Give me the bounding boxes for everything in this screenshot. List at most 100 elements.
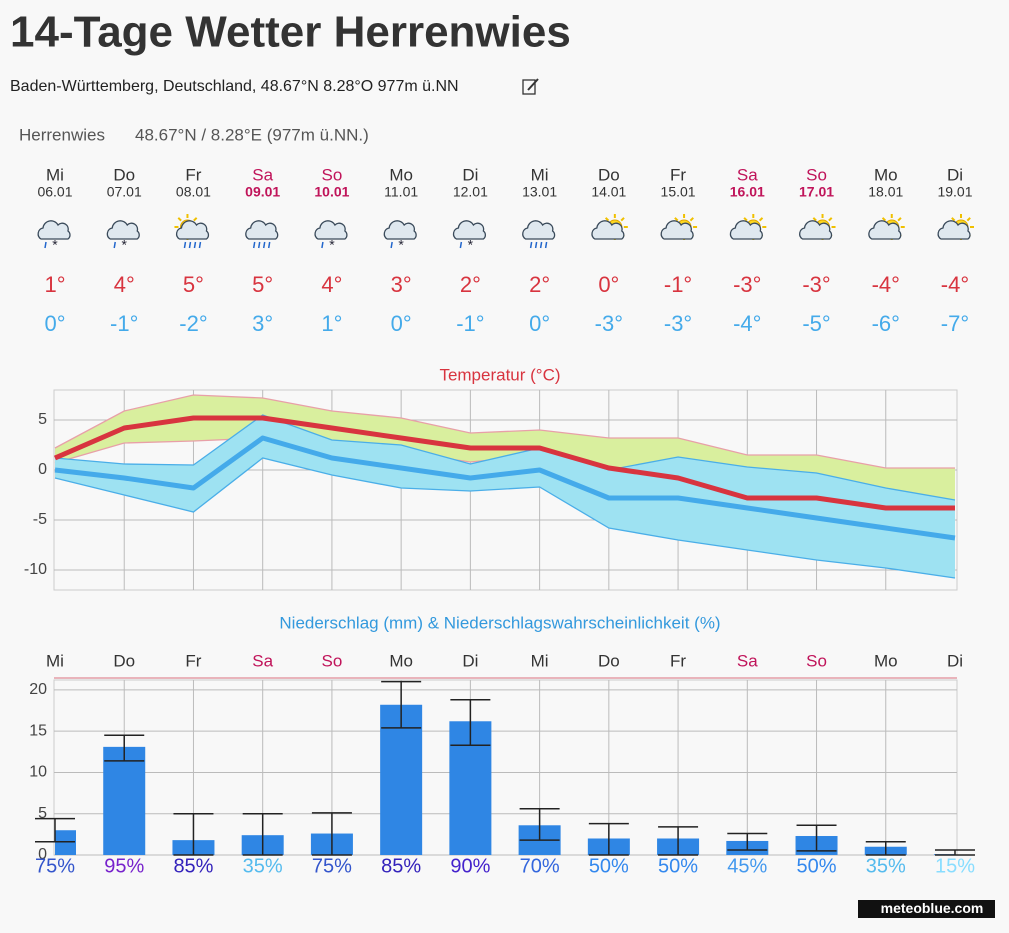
min-temp: 0° [529,311,550,336]
cloud [799,220,833,240]
probability: 90% [450,855,490,877]
probability: 15% [935,855,975,877]
temp-line [54,415,955,511]
rain-drop [539,241,543,249]
y-tick-label: 0 [38,461,47,478]
rain-drop [113,241,116,249]
min-temp: -3° [595,311,623,336]
weather-icon [522,220,556,249]
probability: 35% [243,855,283,877]
x-tick-label: Di [947,651,963,670]
date: 10.01 [314,184,349,200]
weekday: Di [947,165,963,184]
x-tick-label: Mi [46,651,64,670]
x-tick-label: Fr [185,651,201,670]
min-temp: -4° [733,311,761,336]
x-tick-label: Sa [252,651,273,670]
probability: 75% [312,855,352,877]
min-temp: 0° [44,311,65,336]
weekday: Mo [874,165,898,184]
cloud [37,220,71,240]
edit-icon[interactable] [522,78,539,95]
min-temp: -1° [456,311,484,336]
date: 11.01 [384,184,418,200]
max-temp: -4° [941,272,969,297]
date: 13.01 [522,184,557,200]
y-tick-label: 5 [38,411,47,428]
sun-ray [177,217,182,222]
probability: 45% [727,855,767,877]
min-temp: -6° [872,311,900,336]
cloud [522,220,556,240]
y-tick-label: 5 [38,805,47,822]
max-temp: 1° [44,272,65,297]
max-temp: 2° [529,272,550,297]
cloud [937,220,971,240]
min-temp: -3° [664,311,692,336]
location-name: Herrenwies [19,125,105,144]
y-tick-label: 0 [38,846,47,863]
cloud [591,220,625,240]
sun-ray [951,217,956,222]
weather-icon: * [37,220,71,253]
max-temp: 5° [252,272,273,297]
date: 08.01 [176,184,211,200]
sun-ray [758,217,764,222]
bar [380,704,423,855]
sun-ray [966,217,971,222]
bar [55,830,76,855]
weather-icon [245,220,279,249]
cloud [660,220,694,240]
max-temp: 3° [391,272,412,297]
rain-drop [544,241,548,249]
x-tick-label: Fr [670,651,686,670]
bar [103,746,146,855]
date: 18.01 [868,184,903,200]
x-tick-label: So [322,651,343,670]
rain-drop [183,241,187,249]
snow-flake: * [329,237,335,253]
sun-ray [743,217,748,222]
rain-drop [198,241,202,249]
y-tick-label: -5 [33,511,47,528]
cloud [452,220,486,240]
weather-icon: * [314,220,348,253]
weekday: Sa [737,165,758,184]
weekday: Di [462,165,478,184]
weather-icon [174,214,210,249]
sun-ray [812,217,817,222]
sun-ray [674,217,679,222]
max-temp: -1° [664,272,692,297]
plot-frame [53,389,958,591]
weather-icon [868,214,905,240]
cloud [314,220,348,240]
cloud [245,220,279,240]
x-tick-label: Di [462,651,478,670]
min-temp: 3° [252,311,273,336]
max-temp: -3° [802,272,830,297]
cloud [868,220,902,240]
rain-drop [459,241,463,249]
cloud [175,220,210,240]
y-tick-label: 10 [29,764,47,781]
band-edge [54,414,956,501]
probability: 85% [173,855,213,877]
rain-drop [390,241,393,249]
max-temp: 4° [114,272,135,297]
weekday: Do [598,165,620,184]
min-temp: 1° [321,311,342,336]
rain-drop [534,241,538,249]
weather-icon [937,214,974,240]
rain-drop [267,241,271,249]
weekday: Mo [389,165,413,184]
y-tick-label: 20 [29,681,47,698]
weather-icon [729,214,767,240]
rain-drop [193,241,197,249]
weekday: Fr [185,165,201,184]
max-temp: -4° [872,272,900,297]
y-tick-label: 15 [29,722,47,739]
max-temp: 0° [598,272,619,297]
snow-flake: * [52,237,58,253]
